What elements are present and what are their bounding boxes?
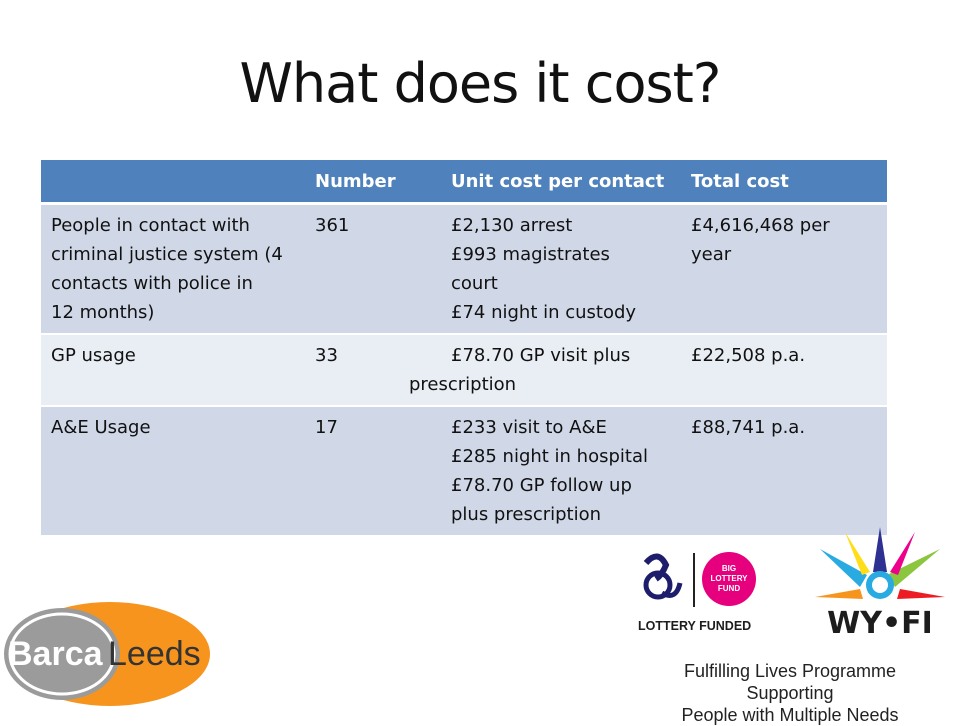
- big-lottery-text-3: FUND: [718, 584, 740, 593]
- row-unit-cost: £78.70 GP visit plus prescription: [409, 334, 681, 407]
- row-label-line: 12 months): [51, 302, 155, 323]
- header-cell-unit-cost: Unit cost per contact: [441, 160, 681, 205]
- row-label-line: criminal justice system (4: [51, 244, 283, 265]
- row-total-cost: £88,741 p.a.: [681, 406, 887, 537]
- total-cost-line: £88,741 p.a.: [691, 417, 806, 438]
- row-label-line: A&E Usage: [51, 417, 151, 438]
- header-cell-total-cost: Total cost: [681, 160, 887, 205]
- white-ring: [8, 612, 116, 696]
- row-label-line: GP usage: [51, 345, 136, 366]
- big-lottery-fund-badge: [702, 552, 756, 606]
- total-cost-line: £22,508 p.a.: [691, 345, 806, 366]
- unit-cost-line: £993 magistrates: [451, 244, 610, 265]
- unit-cost-line: prescription: [409, 374, 517, 395]
- cost-table: Number Unit cost per contact Total cost …: [41, 160, 887, 537]
- unit-cost-line: plus prescription: [451, 504, 602, 525]
- footer-text: Fulfilling Lives Programme Supporting Pe…: [640, 660, 940, 726]
- crossed-fingers-icon: [643, 553, 683, 600]
- table-row: GP usage 33 £78.70 GP visit plus prescri…: [41, 334, 887, 407]
- row-number: 33: [305, 334, 441, 407]
- big-lottery-text-2: LOTTERY: [710, 574, 748, 583]
- big-lottery-text-1: BIG: [722, 564, 736, 573]
- footer-line-2: People with Multiple Needs: [681, 705, 899, 725]
- unit-cost-line: £74 night in custody: [451, 302, 637, 323]
- row-total-cost: £22,508 p.a.: [681, 334, 887, 407]
- row-label: GP usage: [41, 334, 305, 407]
- total-cost-line: £4,616,468 per: [691, 215, 830, 236]
- row-label-line: People in contact with: [51, 215, 250, 236]
- barca-text: Barca: [8, 635, 104, 673]
- total-cost-line: year: [691, 244, 732, 265]
- row-total-cost: £4,616,468 per year: [681, 203, 887, 335]
- row-unit-cost: £233 visit to A&E £285 night in hospital…: [441, 406, 681, 537]
- grey-ellipse: [4, 608, 120, 700]
- lottery-funded-logo: BIG LOTTERY FUND LOTTERY FUNDED: [638, 552, 756, 633]
- header-cell-number: Number: [305, 160, 441, 205]
- table-header-row: Number Unit cost per contact Total cost: [41, 160, 887, 205]
- leeds-text: Leeds: [108, 635, 201, 673]
- unit-cost-line: court: [451, 273, 498, 294]
- row-unit-cost: £2,130 arrest £993 magistrates court £74…: [441, 203, 681, 335]
- slide-title: What does it cost?: [239, 52, 722, 115]
- row-label-line: contacts with police in: [51, 273, 253, 294]
- row-label: People in contact with criminal justice …: [41, 203, 305, 335]
- footer-line-1: Fulfilling Lives Programme Supporting: [683, 661, 897, 703]
- wyfi-logo: WY•FI: [815, 527, 945, 641]
- star-burst-icon: [815, 527, 945, 599]
- header-cell-label: [41, 160, 305, 205]
- unit-cost-line: £78.70 GP follow up: [451, 475, 632, 496]
- unit-cost-line: £2,130 arrest: [451, 215, 573, 236]
- wyfi-text: WY•FI: [827, 606, 933, 641]
- row-number: 17: [305, 406, 441, 537]
- table-row: A&E Usage 17 £233 visit to A&E £285 nigh…: [41, 406, 887, 537]
- row-label: A&E Usage: [41, 406, 305, 537]
- lottery-funded-text: LOTTERY FUNDED: [638, 619, 751, 633]
- table-row: People in contact with criminal justice …: [41, 203, 887, 335]
- unit-cost-line: £78.70 GP visit plus: [451, 345, 631, 366]
- unit-cost-line: £233 visit to A&E: [451, 417, 607, 438]
- barca-leeds-logo: Barca Leeds: [4, 602, 210, 706]
- row-number: 361: [305, 203, 441, 335]
- unit-cost-line: £285 night in hospital: [451, 446, 648, 467]
